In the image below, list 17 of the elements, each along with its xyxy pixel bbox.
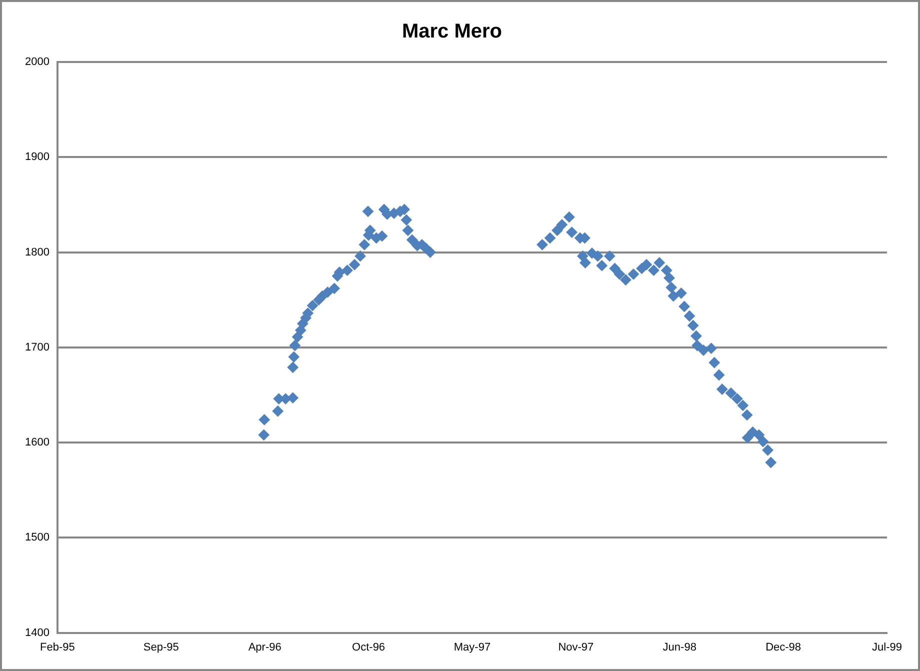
y-tick-label: 1800	[24, 246, 50, 258]
x-tick-label: Oct-96	[352, 641, 386, 654]
x-tick-label: Jul-99	[872, 641, 902, 654]
x-tick-label: Jun-98	[662, 641, 696, 654]
y-tick-label: 2000	[24, 56, 50, 68]
x-tick-label: Nov-97	[558, 641, 594, 654]
y-tick-label: 1900	[24, 151, 50, 164]
y-tick-label: 1700	[24, 341, 50, 354]
y-tick-label: 1400	[24, 626, 50, 639]
x-tick-label: Apr-96	[248, 641, 282, 654]
chart-title: Marc Mero	[402, 20, 502, 43]
y-tick-label: 1500	[24, 532, 50, 544]
x-tick-label: Dec-98	[766, 641, 802, 654]
y-tick-label: 1600	[24, 436, 50, 449]
x-tick-label: May-97	[454, 641, 491, 654]
x-tick-label: Feb-95	[40, 641, 75, 654]
x-tick-label: Sep-95	[143, 641, 179, 654]
